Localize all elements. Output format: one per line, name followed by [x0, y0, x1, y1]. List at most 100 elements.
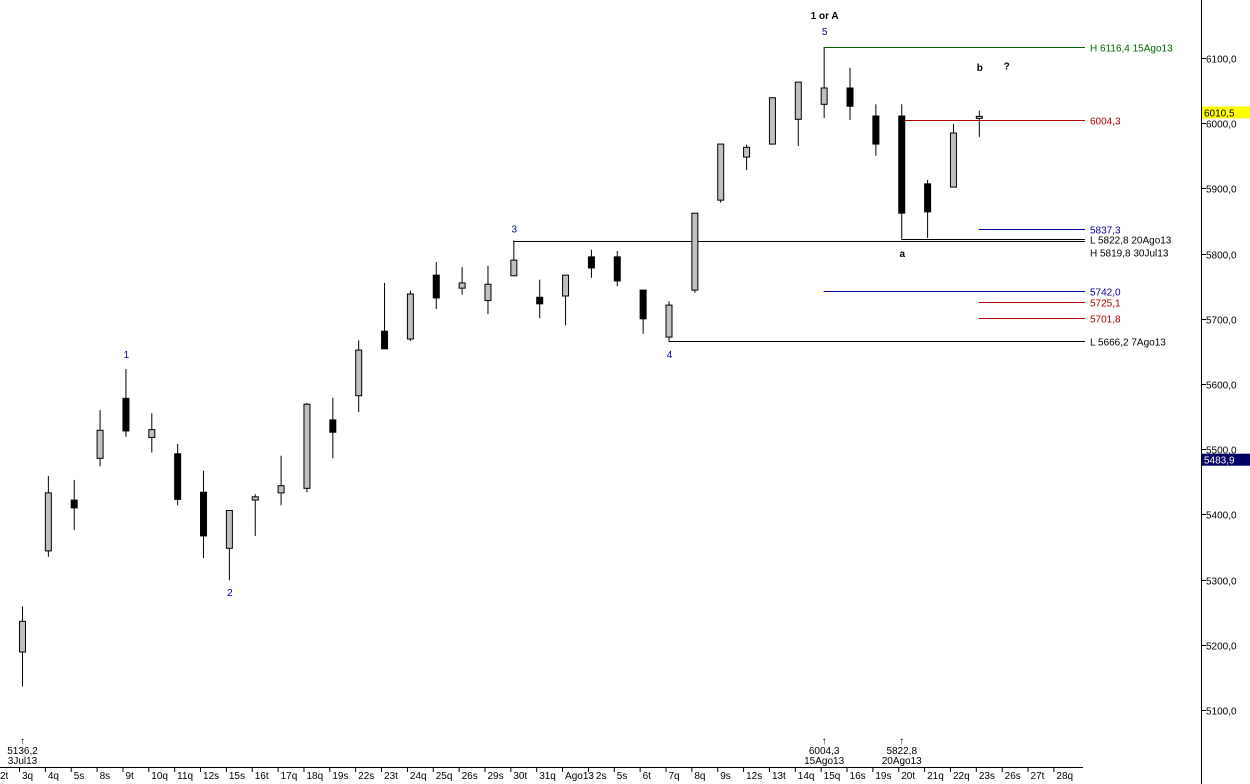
x-tick-label: 22s	[358, 771, 374, 782]
x-tick-label: 22q	[953, 771, 970, 782]
arrow-up-icon: ↑	[822, 736, 827, 747]
candle-up	[148, 429, 156, 438]
x-tick-label: 16s	[850, 771, 866, 782]
candle-up	[794, 81, 802, 120]
candle-down	[639, 289, 647, 320]
x-tick-label: 11q	[177, 771, 193, 782]
x-tick-label: 26s	[1005, 771, 1021, 782]
x-tick-label: 30t	[513, 771, 527, 782]
candle-up	[665, 304, 673, 338]
x-tick-label: 4q	[48, 771, 59, 782]
candle-down	[898, 115, 906, 214]
x-tick-label: 2t	[0, 771, 9, 782]
x-tick-label: 27t	[1031, 771, 1045, 782]
level-label: H 6116,4 15Ago13	[1090, 44, 1173, 55]
x-tick-label: 19s	[332, 771, 348, 782]
wave-label: 5	[822, 27, 828, 38]
candle-down	[846, 87, 854, 107]
extreme-value: 5822,8	[886, 746, 917, 757]
candle-up	[562, 274, 570, 297]
candle-down	[122, 397, 130, 432]
candle-down	[587, 256, 595, 269]
y-tick-label: 6000,0	[1206, 120, 1237, 131]
x-tick-label: 23t	[384, 771, 398, 782]
level-label: 5701,8	[1090, 315, 1121, 326]
price-marker	[1202, 453, 1250, 466]
x-tick-label: 5s	[617, 771, 628, 782]
candle-up	[277, 485, 285, 494]
x-tick-label: 28q	[1056, 771, 1073, 782]
x-tick-label: 18q	[306, 771, 323, 782]
x-tick-label: 29s	[487, 771, 503, 782]
y-tick-label: 5200,0	[1206, 642, 1237, 653]
y-tick-label: 5700,0	[1206, 316, 1237, 327]
x-tick-label: 5s	[74, 771, 85, 782]
x-tick-label: 12s	[203, 771, 219, 782]
y-tick-label: 5600,0	[1206, 381, 1237, 392]
level-label: 5742,0	[1090, 288, 1121, 299]
candle-up	[820, 87, 828, 105]
x-tick-label: 9t	[125, 771, 134, 782]
x-axis: 2t 3q 4q 5s 8s 9t 10q 11q 12s 15s 16t 17q 18q 19s 22s 2…	[0, 736, 1083, 782]
candle-up	[458, 282, 466, 289]
candle-up	[484, 283, 492, 302]
level-label: 5725,1	[1090, 299, 1121, 310]
candle-up	[510, 259, 518, 277]
candle-up	[768, 97, 776, 145]
level-lines: H 6116,4 15Ago13 6004,3 5837,3 H 5819,8 30J…	[513, 44, 1173, 349]
x-tick-label: 7q	[669, 771, 680, 782]
y-tick-label: 5400,0	[1206, 511, 1237, 522]
x-tick-label: Ago13	[565, 771, 594, 782]
candle-down	[329, 419, 337, 433]
wave-label: 4	[667, 350, 673, 361]
level-label: 5837,3	[1090, 226, 1121, 237]
y-tick-label: 6100,0	[1206, 55, 1237, 66]
candle-up	[355, 349, 363, 397]
candle-down	[70, 499, 78, 509]
candle-down	[200, 491, 208, 537]
candle-up	[303, 403, 311, 489]
wave-label: b	[977, 63, 983, 74]
candle-up	[406, 293, 414, 340]
level-label: L 5666,2 7Ago13	[1090, 338, 1166, 349]
candle-down	[536, 296, 544, 305]
extreme-value: 5136,2	[7, 746, 38, 757]
candle-up	[743, 146, 751, 158]
x-tick-label: 3q	[22, 771, 33, 782]
arrow-up-icon: ↑	[899, 736, 904, 747]
marker-label: 6010,5	[1204, 108, 1235, 119]
candle-up	[44, 492, 52, 552]
y-tick-label: 5300,0	[1206, 577, 1237, 588]
candle-down	[381, 330, 389, 350]
x-tick-label: 2s	[596, 771, 607, 782]
x-tick-label: 31q	[539, 771, 556, 782]
x-tick-label: 15q	[824, 771, 841, 782]
x-tick-label: 20t	[901, 771, 915, 782]
candle-up	[717, 143, 725, 201]
extreme-date: 3Jul13	[8, 756, 38, 767]
y-tick-label: 5100,0	[1206, 707, 1237, 718]
x-tick-label: 9s	[720, 771, 731, 782]
x-tick-label: 12s	[746, 771, 762, 782]
x-tick-label: 16t	[255, 771, 269, 782]
candle-up	[19, 620, 26, 653]
x-tick-label: 8q	[694, 771, 705, 782]
wave-labels: 1 2 3 4 5 1 or A a b?	[124, 11, 1010, 599]
candle-down	[174, 453, 182, 500]
wave-label: 1	[124, 350, 130, 361]
wave-label: a	[899, 249, 905, 260]
candles	[19, 47, 983, 687]
y-tick-label: 5500,0	[1206, 446, 1237, 457]
candle-down	[432, 274, 440, 299]
candle-up	[225, 509, 233, 549]
marker-label: 5483,9	[1204, 456, 1235, 467]
extreme-date: 20Ago13	[882, 756, 922, 767]
x-tick-label: 15s	[229, 771, 245, 782]
candle-down	[613, 256, 621, 282]
x-tick-label: 26s	[462, 771, 478, 782]
y-tick-label: 5800,0	[1206, 251, 1237, 262]
y-axis: 5100,0 5200,0 5300,0 5400,0 5500,0 5600,0 5700…	[1201, 0, 1250, 784]
wave-label: 2	[227, 588, 233, 599]
level-label: H 5819,8 30Jul13	[1090, 249, 1169, 260]
